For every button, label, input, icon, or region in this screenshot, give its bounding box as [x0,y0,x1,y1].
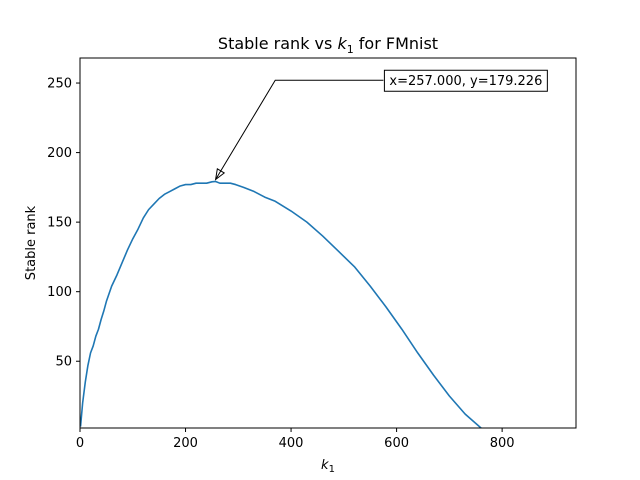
y-tick-label: 250 [47,77,72,92]
x-axis-label: k1 [321,458,335,475]
series-line-0 [80,180,483,428]
y-axis-label: Stable rank [24,205,39,280]
y-tick-label: 150 [47,216,72,231]
xlabel-sub: 1 [329,464,335,475]
annotation-arrowhead [214,168,226,181]
plot-area [79,57,577,429]
title-sub: 1 [347,43,354,56]
y-axis-ticks: 50 100 150 200 250 [47,77,80,370]
y-tick-label: 200 [47,146,72,161]
x-tick-label: 800 [490,436,515,451]
title-suffix: for FMnist [354,34,438,53]
plot-background [80,58,576,428]
y-tick-label: 100 [47,285,72,300]
annotation-box [383,69,548,92]
series-layer [80,180,483,428]
x-tick-label: 0 [76,436,84,451]
title-prefix: Stable rank vs [218,34,338,53]
x-tick-label: 400 [279,436,304,451]
title-var: k [337,34,347,53]
xlabel-var: k [321,458,329,473]
y-tick-label: 50 [55,355,72,370]
chart-title: Stable rank vs k1 for FMnist [218,34,438,56]
x-tick-label: 600 [384,436,409,451]
x-tick-label: 200 [173,436,198,451]
x-axis-ticks: 0 200 400 600 800 [76,428,515,451]
annotation-leader-line [215,79,384,180]
annotation-text: x=257.000, y=179.226 [389,74,542,89]
annotation: x=257.000, y=179.226 [214,69,548,181]
plot-frame [79,57,577,429]
